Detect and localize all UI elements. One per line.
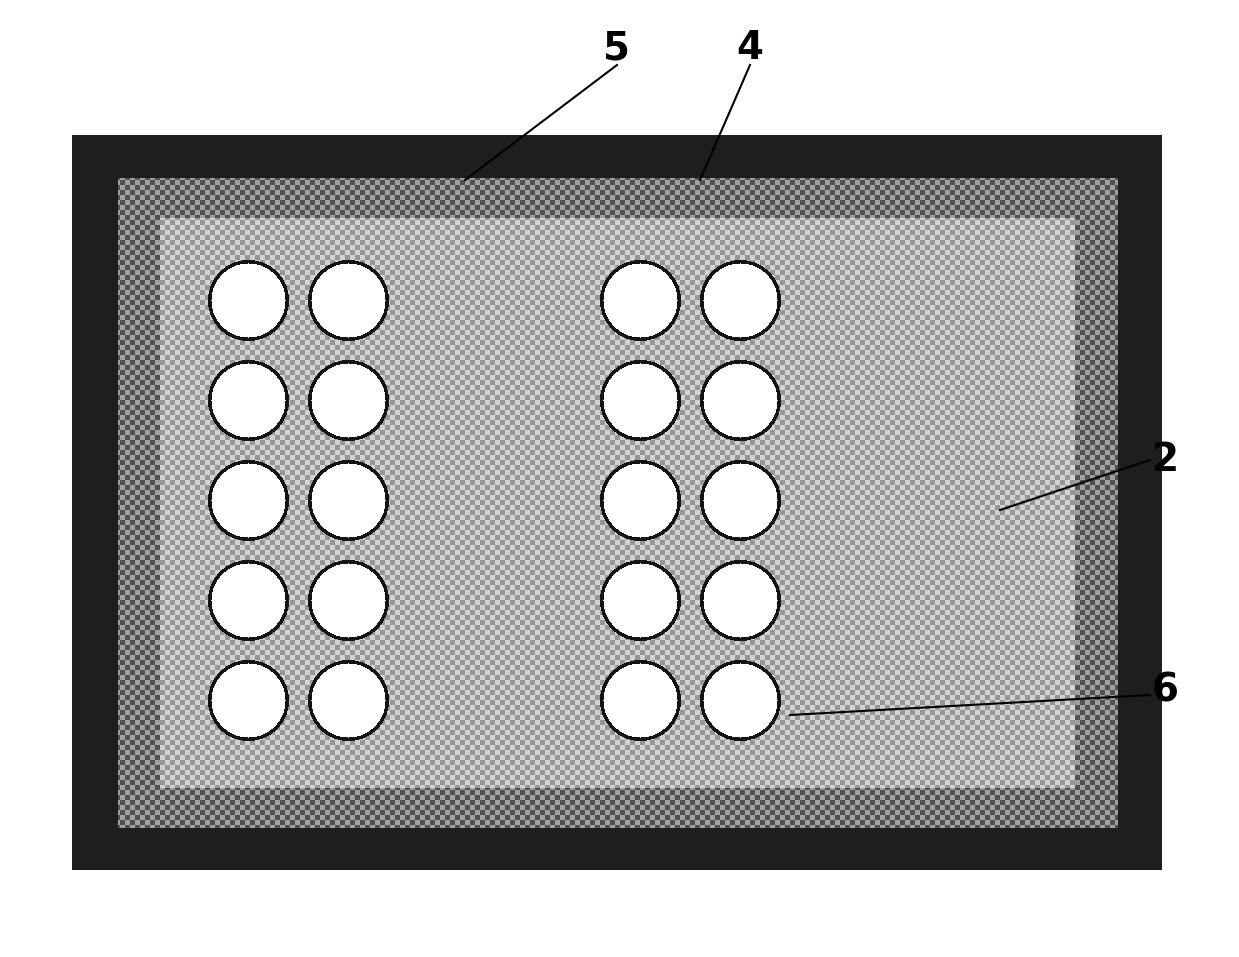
Text: 2: 2 — [1151, 441, 1178, 479]
Text: 6: 6 — [1151, 671, 1178, 709]
Text: 5: 5 — [603, 29, 631, 67]
Text: 4: 4 — [736, 29, 763, 67]
